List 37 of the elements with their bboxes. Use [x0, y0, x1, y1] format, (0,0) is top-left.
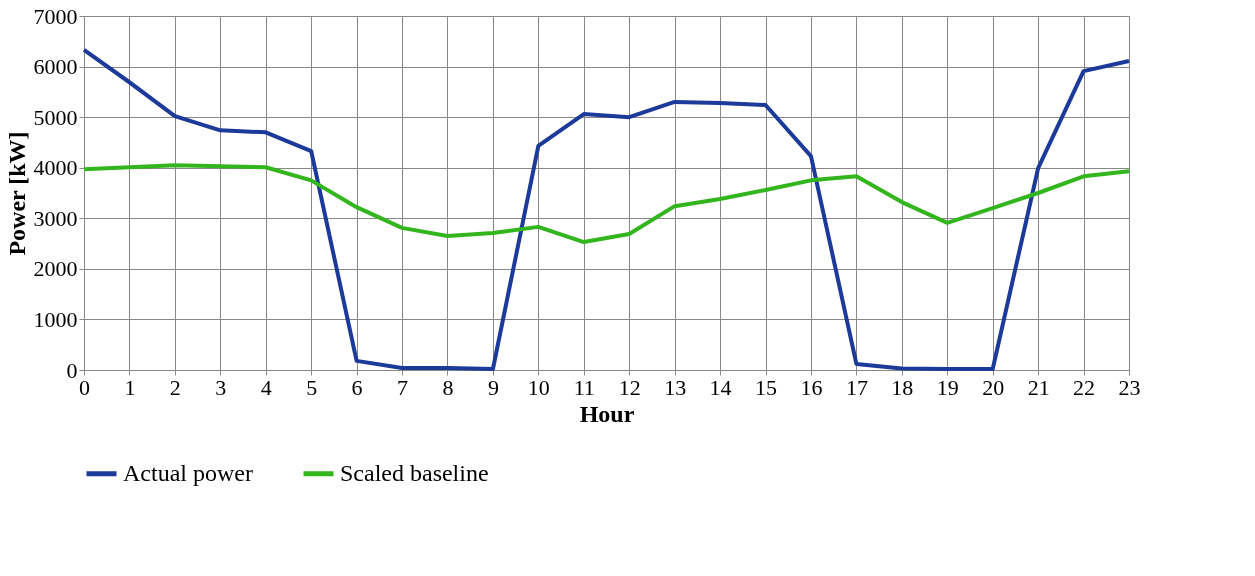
y-tick-label: 7000 [33, 3, 78, 29]
x-tick-label: 17 [845, 374, 868, 400]
x-tick-label: 4 [260, 374, 272, 400]
x-tick-label: 19 [936, 374, 959, 400]
x-tick-label: 9 [487, 374, 499, 400]
x-tick-label: 2 [169, 374, 181, 400]
line-series [82, 163, 1131, 245]
x-tick-label: 1 [124, 374, 136, 400]
y-tick-label: 0 [66, 357, 78, 383]
x-tick-label: 6 [351, 374, 363, 400]
x-tick-label: 15 [755, 374, 778, 400]
x-axis-title: Hour [579, 400, 635, 427]
x-tick-label: 14 [709, 374, 732, 400]
y-tick-label: 5000 [33, 104, 78, 130]
x-tick-label: 5 [306, 374, 318, 400]
y-tick-label: 1000 [33, 306, 78, 332]
x-tick-label: 20 [982, 374, 1005, 400]
y-tick-label: 4000 [33, 155, 78, 181]
x-tick-label: 8 [442, 374, 454, 400]
legend-label: Scaled baseline [340, 459, 489, 486]
x-tick-label: 18 [891, 374, 914, 400]
y-axis-title: Power [kW] [3, 131, 30, 256]
x-tick-label: 23 [1118, 374, 1141, 400]
x-tick-label: 22 [1073, 374, 1096, 400]
x-tick-label: 7 [397, 374, 409, 400]
x-tick-label: 12 [618, 374, 641, 400]
x-tick-label: 21 [1027, 374, 1050, 400]
legend-label: Actual power [123, 459, 253, 486]
x-tick-label: 10 [527, 374, 550, 400]
line-series [82, 47, 1131, 371]
x-tick-label: 3 [215, 374, 227, 400]
x-tick-label: 13 [664, 374, 687, 400]
y-tick-label: 2000 [33, 256, 78, 282]
y-tick-label: 3000 [33, 205, 78, 231]
x-tick-label: 16 [800, 374, 823, 400]
x-tick-label: 11 [573, 374, 595, 400]
y-tick-label: 6000 [33, 54, 78, 80]
